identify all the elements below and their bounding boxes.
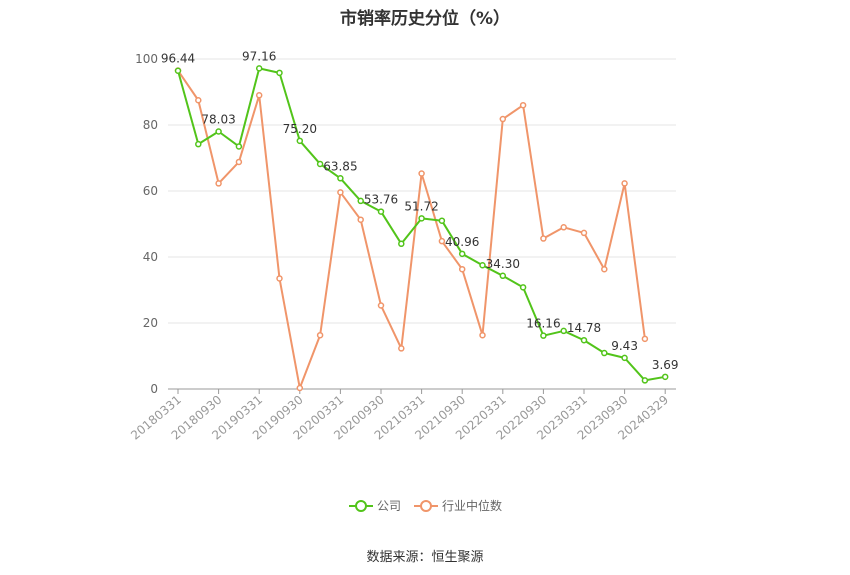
legend-item-company[interactable]: 公司 — [349, 499, 401, 513]
data-label: 78.03 — [201, 113, 235, 127]
y-tick-label: 0 — [150, 382, 158, 396]
legend-label: 行业中位数 — [442, 498, 502, 513]
data-point[interactable] — [519, 284, 527, 291]
data-label: 51.72 — [404, 199, 438, 213]
y-tick-label: 100 — [135, 52, 158, 66]
data-point[interactable] — [499, 115, 507, 123]
data-point[interactable] — [377, 302, 385, 309]
data-point[interactable] — [580, 229, 588, 237]
data-point[interactable] — [377, 208, 385, 215]
data-point[interactable] — [357, 197, 364, 205]
legend-item-industry-median[interactable]: 行业中位数 — [414, 498, 502, 513]
data-point[interactable] — [296, 384, 304, 392]
data-point[interactable] — [458, 265, 466, 273]
data-point[interactable] — [621, 354, 628, 362]
data-point[interactable] — [235, 143, 243, 150]
data-point[interactable] — [540, 332, 547, 339]
data-point[interactable] — [337, 175, 344, 182]
data-point[interactable] — [398, 345, 405, 352]
series-industry-median — [174, 67, 649, 392]
data-point[interactable] — [418, 215, 425, 222]
data-point[interactable] — [276, 69, 283, 77]
data-point[interactable] — [560, 224, 567, 231]
data-point[interactable] — [540, 235, 547, 242]
data-point[interactable] — [438, 217, 446, 224]
data-label: 75.20 — [283, 122, 317, 136]
data-point[interactable] — [296, 137, 304, 145]
x-axis — [168, 388, 676, 394]
data-label: 14.78 — [567, 321, 601, 335]
data-point[interactable] — [519, 101, 527, 109]
data-labels: 96.44 78.03 97.16 75.20 63.85 53.76 51.72 40.96… — [161, 49, 679, 371]
data-label: 40.96 — [445, 235, 479, 249]
data-point[interactable] — [316, 331, 324, 339]
data-point[interactable] — [479, 262, 486, 269]
grid-lines — [168, 58, 676, 324]
data-point[interactable] — [337, 189, 344, 196]
data-point[interactable] — [601, 265, 608, 273]
legend-marker — [420, 500, 432, 512]
series-line — [177, 69, 646, 390]
data-point[interactable] — [438, 237, 446, 245]
data-point[interactable] — [499, 272, 507, 280]
data-point[interactable] — [215, 128, 222, 135]
x-tick-labels: 2018033120180930201903312019093020200331… — [128, 393, 671, 443]
data-point[interactable] — [255, 65, 263, 72]
data-point[interactable] — [316, 160, 324, 168]
y-axis: 0 20 40 60 80 100 — [135, 52, 158, 396]
data-label: 53.76 — [364, 193, 398, 207]
legend-label: 公司 — [377, 499, 401, 513]
legend[interactable]: 公司 行业中位数 — [349, 498, 502, 513]
data-point[interactable] — [580, 336, 588, 344]
data-point[interactable] — [195, 140, 202, 148]
data-point[interactable] — [398, 240, 405, 248]
y-tick-label: 60 — [143, 184, 158, 198]
data-point[interactable] — [195, 97, 202, 104]
data-label: 97.16 — [242, 49, 276, 63]
data-label: 96.44 — [161, 52, 195, 66]
data-point[interactable] — [479, 331, 486, 339]
series-company — [174, 65, 669, 384]
data-label: 16.16 — [526, 317, 560, 331]
data-point[interactable] — [235, 158, 243, 166]
y-tick-label: 80 — [143, 118, 158, 132]
chart-title: 市销率历史分位（%） — [339, 9, 511, 29]
data-point[interactable] — [276, 275, 283, 282]
y-tick-label: 40 — [143, 250, 158, 264]
data-point[interactable] — [174, 67, 182, 74]
data-label: 9.43 — [611, 339, 638, 353]
data-point[interactable] — [458, 250, 466, 258]
data-point[interactable] — [215, 180, 222, 187]
data-point[interactable] — [255, 92, 263, 99]
data-point[interactable] — [641, 335, 649, 343]
data-point[interactable] — [661, 373, 669, 381]
source-note: 数据来源：恒生聚源 — [366, 550, 484, 565]
data-label: 34.30 — [486, 257, 520, 271]
series-layer — [174, 65, 669, 392]
data-label: 63.85 — [323, 159, 357, 173]
data-point[interactable] — [641, 377, 649, 384]
legend-marker — [355, 500, 367, 512]
data-point[interactable] — [621, 180, 628, 187]
data-point[interactable] — [560, 327, 567, 335]
data-point[interactable] — [357, 216, 364, 223]
y-tick-label: 20 — [143, 316, 158, 330]
data-point[interactable] — [418, 170, 425, 177]
data-point[interactable] — [601, 349, 608, 357]
data-label: 3.69 — [652, 358, 679, 372]
